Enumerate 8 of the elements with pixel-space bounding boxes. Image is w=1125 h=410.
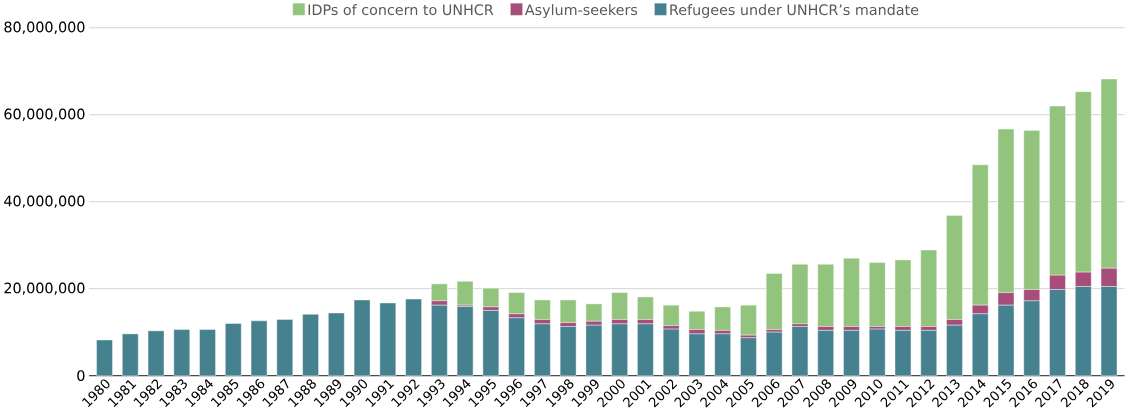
legend-label: IDPs of concern to UNHCR xyxy=(308,4,494,16)
y-tick-label: 0 xyxy=(77,370,85,382)
y-tick-label: 60,000,000 xyxy=(4,108,85,121)
y-tick-label: 20,000,000 xyxy=(4,282,85,295)
legend-label: Asylum-seekers xyxy=(524,4,638,19)
legend-label: Refugees under UNHCR’s mandate xyxy=(670,4,919,19)
y-tick-label: 80,000,000 xyxy=(4,21,85,34)
y-tick-label: 40,000,000 xyxy=(4,195,85,208)
